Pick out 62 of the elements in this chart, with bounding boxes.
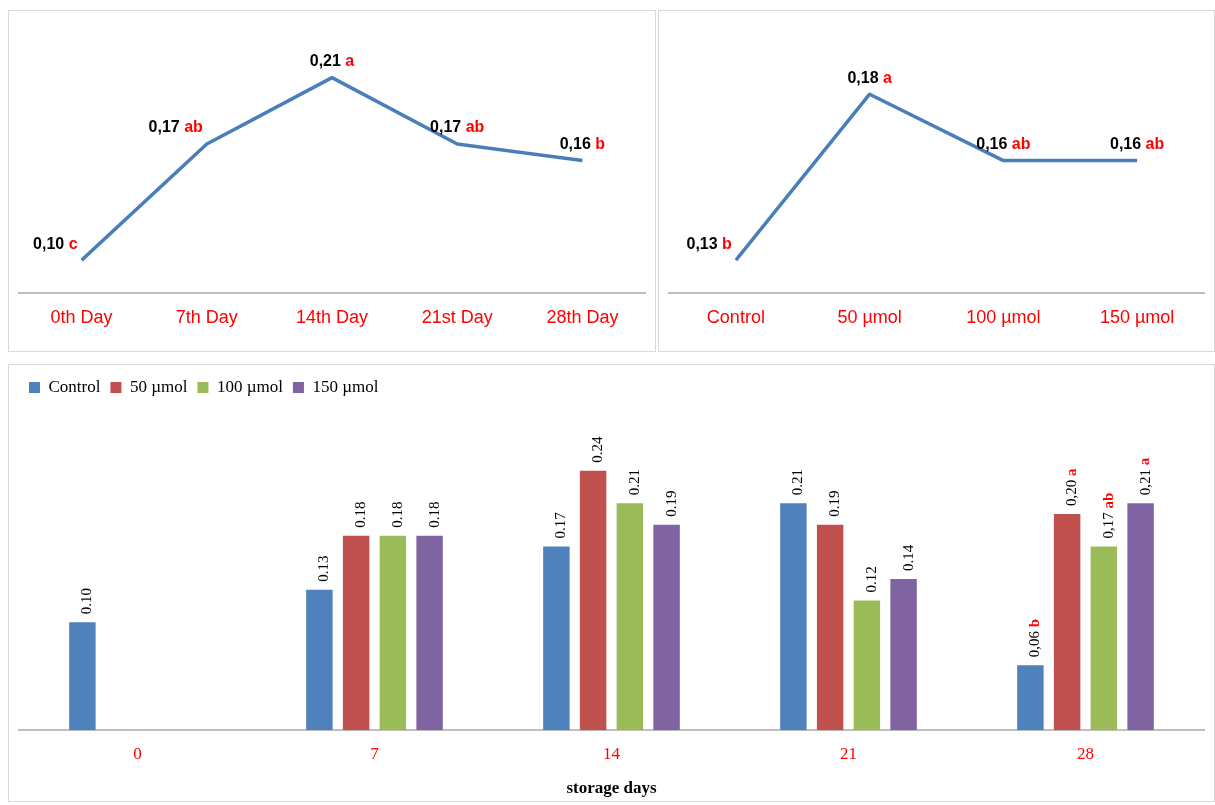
data-label: 0.18 <box>352 501 369 528</box>
data-label: 0.18 <box>425 501 442 528</box>
data-label: 0.12 <box>862 566 879 593</box>
bar <box>653 524 680 731</box>
bar <box>1090 546 1118 731</box>
x-tick-label: 21st Day <box>421 307 493 328</box>
legend-label: Control <box>48 376 101 396</box>
bar <box>1127 503 1154 731</box>
data-label: 0,10 c <box>33 234 78 252</box>
bar <box>416 535 443 731</box>
data-label: 0,17 ab <box>1099 492 1116 539</box>
x-tick-label: 100 µmol <box>966 307 1041 328</box>
data-label: 0,17 ab <box>430 118 485 136</box>
x-tick-label: 28 <box>1077 743 1094 763</box>
bar <box>342 535 370 731</box>
legend-label: 150 µmol <box>312 376 379 396</box>
bar <box>579 470 607 731</box>
bar <box>616 503 644 731</box>
x-tick-label: 7th Day <box>175 307 238 328</box>
bar <box>853 600 881 731</box>
x-tick-label: 14th Day <box>295 307 369 328</box>
data-label: 0.17 <box>552 511 569 539</box>
x-tick-label: 7 <box>370 743 380 763</box>
legend-label: 50 µmol <box>129 376 188 396</box>
data-label: 0.21 <box>789 469 806 496</box>
bar <box>890 578 917 731</box>
data-label: 0.18 <box>388 501 405 528</box>
data-label: 0.21 <box>625 469 642 496</box>
bar <box>816 524 844 731</box>
data-label: 0,21 a <box>1136 457 1153 496</box>
bar <box>69 622 96 731</box>
x-axis-title: storage days <box>566 778 657 798</box>
legend-label: 100 µmol <box>216 376 284 396</box>
x-tick-label: 50 µmol <box>837 307 902 328</box>
data-label: 0,21 a <box>309 52 355 70</box>
data-label: 0,16 ab <box>976 135 1031 153</box>
data-label: 0,20 a <box>1063 468 1080 507</box>
bar <box>306 589 333 731</box>
bar <box>543 546 570 731</box>
data-label: 0,16 ab <box>1110 135 1165 153</box>
x-tick-label: 14 <box>603 743 621 763</box>
data-label: 0.19 <box>662 490 679 517</box>
data-label: 0,13 b <box>686 234 733 252</box>
x-tick-label: Control <box>706 307 765 328</box>
data-label: 0,16 b <box>559 135 606 153</box>
bar <box>1053 514 1081 731</box>
x-tick-label: 0 <box>133 743 142 763</box>
x-tick-label: 0th Day <box>50 307 113 328</box>
x-tick-label: 28th Day <box>546 307 619 328</box>
data-label: 0,17 ab <box>148 118 204 136</box>
data-label: 0.24 <box>589 436 606 463</box>
data-label: 0.14 <box>899 544 916 571</box>
data-label: 0,06 b <box>1026 619 1043 658</box>
bar <box>379 535 407 731</box>
data-label: 0.10 <box>78 587 95 615</box>
data-label: 0,18 a <box>847 68 892 86</box>
bar <box>1017 665 1044 731</box>
data-label: 0.13 <box>315 555 332 582</box>
bar <box>780 503 807 731</box>
data-label: 0.19 <box>826 490 843 517</box>
x-tick-label: 150 µmol <box>1099 307 1175 328</box>
x-tick-label: 21 <box>840 743 857 763</box>
